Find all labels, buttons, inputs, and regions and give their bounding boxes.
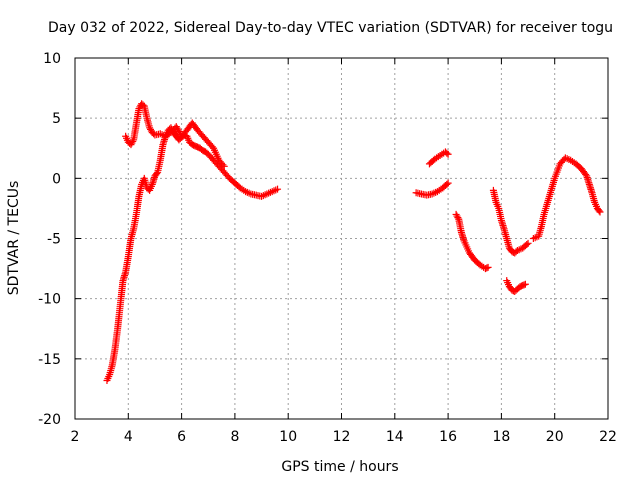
data-point-arc2 [208,143,216,151]
y-axis-label: SDTVAR / TECUs [6,181,22,296]
data-point-arc8 [596,208,604,216]
data-point-arc2 [129,137,137,145]
data-point-arc3 [444,179,452,187]
x-tick-label: 10 [279,429,297,445]
data-points [103,100,604,384]
x-tick-label: 14 [386,429,404,445]
data-point-arc1 [153,170,161,178]
x-tick-label: 4 [124,429,133,445]
data-point-arc5 [483,264,491,272]
data-point-arc7 [521,280,529,288]
data-point-arc5 [484,263,492,271]
x-tick-label: 6 [177,429,186,445]
data-point-arc2 [220,162,228,170]
axis-ticks: 2 4 6 8 10 12 14 16 18 20 22 -20 -15 -10 -5 0 5 10 [38,51,617,445]
y-tick-label: 0 [52,171,61,187]
data-point-arc4 [443,149,451,157]
grid [75,58,608,419]
y-tick-label: -5 [47,232,61,248]
data-point-arc6 [524,239,532,247]
y-tick-label: -10 [38,292,61,308]
plot-frame [74,57,609,420]
data-point-arc8 [531,234,539,242]
x-axis-label: GPS time / hours [281,459,398,475]
data-point-arc2 [219,161,227,169]
data-point-arc1 [274,185,282,193]
x-tick-label: 8 [230,429,239,445]
y-tick-label: 10 [43,51,61,67]
x-tick-label: 18 [492,429,510,445]
chart-title: Day 032 of 2022, Sidereal Day-to-day VTE… [48,20,613,36]
x-tick-label: 12 [333,429,351,445]
y-tick-label: -15 [38,352,61,368]
x-tick-label: 2 [71,429,80,445]
y-tick-label: -20 [38,412,61,428]
x-tick-label: 22 [599,429,617,445]
data-point-arc7 [520,281,528,289]
x-tick-label: 16 [439,429,457,445]
data-point-arc4 [444,150,452,158]
y-tick-label: 5 [52,111,61,127]
data-point-arc3 [443,180,451,188]
data-point-arc8 [595,207,603,215]
x-tick-label: 20 [546,429,564,445]
data-point-arc8 [582,170,590,178]
data-point-arc5 [454,214,462,222]
data-point-arc6 [523,241,531,249]
